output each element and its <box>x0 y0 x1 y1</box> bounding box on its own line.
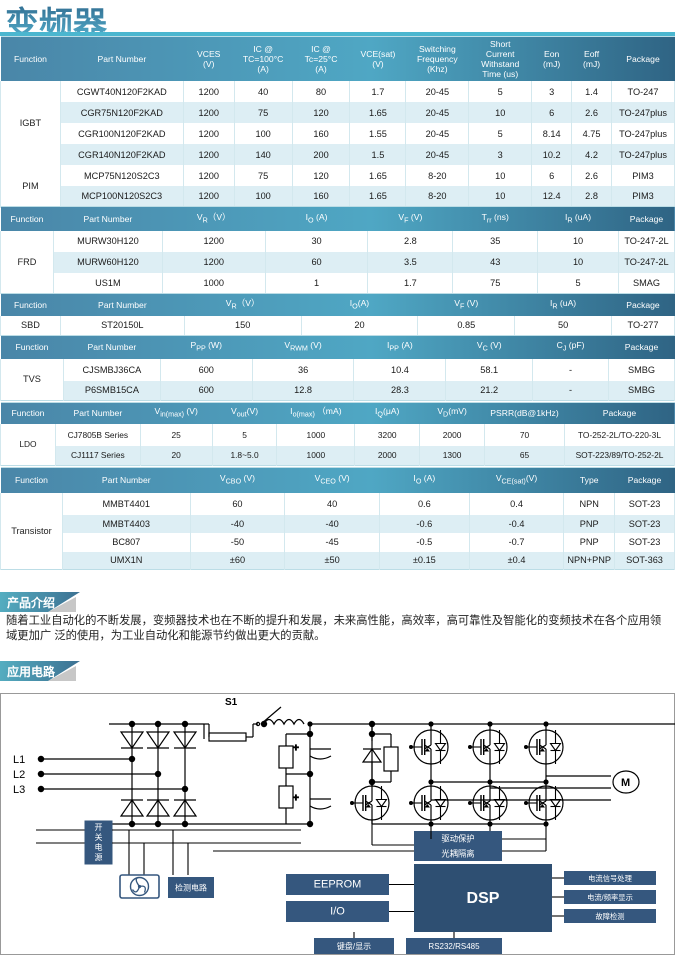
svg-text:EEPROM: EEPROM <box>314 879 362 891</box>
svg-text:电流信号处理: 电流信号处理 <box>588 874 632 883</box>
svg-text:DSP: DSP <box>467 890 500 907</box>
svg-text:电: 电 <box>95 842 103 852</box>
svg-text:S1: S1 <box>225 697 238 708</box>
svg-text:故障检测: 故障检测 <box>595 912 624 921</box>
svg-text:I/O: I/O <box>330 906 345 918</box>
svg-text:M: M <box>621 777 630 789</box>
svg-text:+: + <box>293 743 299 754</box>
svg-text:L3: L3 <box>13 784 25 796</box>
svg-text:RS232/RS485: RS232/RS485 <box>428 942 480 951</box>
svg-text:光耦隔离: 光耦隔离 <box>441 849 474 859</box>
svg-text:驱动保护: 驱动保护 <box>441 834 474 844</box>
svg-text:+: + <box>293 793 299 804</box>
svg-text:检测电路: 检测电路 <box>175 883 207 893</box>
svg-text:电流/频率显示: 电流/频率显示 <box>587 893 633 902</box>
svg-text:源: 源 <box>95 853 103 862</box>
svg-text:开: 开 <box>95 823 103 832</box>
svg-text:L1: L1 <box>13 754 25 766</box>
svg-text:键盘/显示: 键盘/显示 <box>337 941 371 951</box>
svg-text:L2: L2 <box>13 769 25 781</box>
svg-text:关: 关 <box>95 832 103 842</box>
